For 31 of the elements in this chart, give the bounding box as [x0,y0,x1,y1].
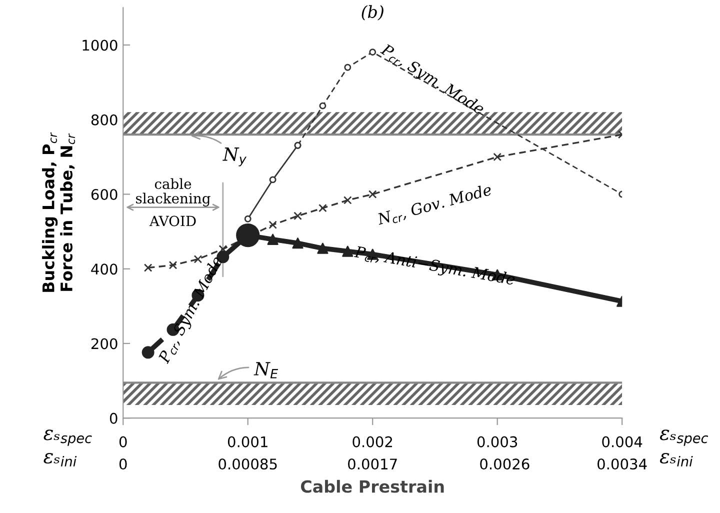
chart-title: (b) [362,5,384,20]
x-tick-label: 0.002 [352,436,392,448]
y-tick-label: 200 [91,338,118,350]
x-tick-label: 0 [119,436,127,448]
y-tick-label: 800 [91,114,118,126]
y-tick-label: 0 [110,412,118,424]
x2-tick-label: 0.0026 [480,458,530,470]
x-tick-label: 0.004 [602,436,642,448]
band-label: N$_{E}$ [254,362,278,378]
y-axis-title: Buckling Load, P$_{cr}$ Force in Tube, N$_{cr}$ [42,132,76,292]
text: εₛ$_{ini}$ [660,452,693,466]
x-tick-label: 0.001 [228,436,268,448]
x2-tick-label: 0.0034 [598,458,647,470]
y-tick-label: 400 [91,264,118,275]
annotation: cable slackening [136,178,210,206]
y-tick-label: 1000 [82,40,118,51]
annotation: P$_{cr}$, Anti−Sym. Mode [353,245,516,288]
x-tick-label: 0.003 [477,436,518,448]
annotation: P$_{cr}$, Sym. Mode [378,42,486,118]
band-label: N$_{y}$ [222,148,247,166]
annotation: N$_{cr}$, Gov. Mode [376,183,493,228]
text: εₛ$_{ini}$ [44,452,77,466]
x2-tick-label: 0.00085 [218,458,277,470]
annotation: P$_{cr}$, Sym. Mode [157,255,226,366]
x2-tick-label: 0.0017 [348,458,397,470]
x2-tick-label: 0 [119,458,127,470]
text: εₛ$_{spec}$ [44,430,92,446]
x-axis-title: Cable Prestrain [300,480,444,493]
annotation: AVOID [149,216,196,226]
y-tick-label: 600 [91,188,118,200]
text: εₛ$_{spec}$ [660,430,708,446]
